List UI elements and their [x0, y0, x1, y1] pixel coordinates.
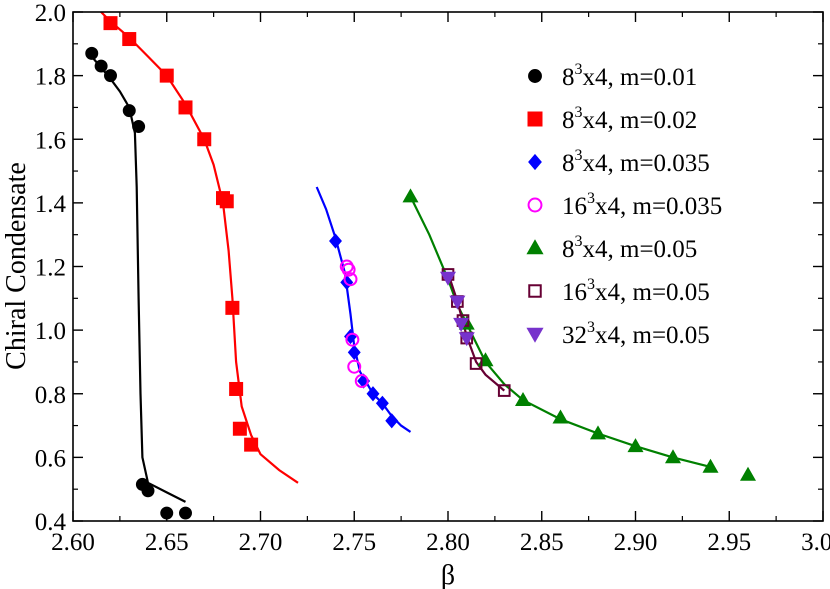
- y-tick-label: 1.8: [35, 64, 66, 91]
- data-point-8-3x4-m-0-035-5: [366, 386, 380, 402]
- x-axis-ticks: 2.60 2.65 2.70 2.75 2.80 2.85 2.90 2.95 3.00: [51, 12, 830, 556]
- fit-curve-8-3x4-m-0-01: [90, 55, 186, 503]
- data-point-8-3x4-m-0-05-5: [589, 425, 607, 440]
- data-markers: [85, 16, 757, 520]
- data-point-16-3x4-m-0-035-4: [347, 359, 362, 374]
- data-point-8-3x4-m-0-035-1: [340, 274, 354, 291]
- data-point-8-3x4-m-0-01-2: [104, 69, 117, 83]
- legend-marker-16-3x4-m-0-05: [528, 284, 542, 298]
- data-point-32-3x4-m-0-05-2: [453, 317, 470, 332]
- data-point-8-3x4-m-0-035-3: [347, 344, 361, 360]
- legend: 83x4, m=0.01 83x4, m=0.02 83x4, m=0.035 163…: [526, 61, 722, 349]
- data-point-8-3x4-m-0-05-3: [514, 391, 532, 406]
- x-tick-label: 2.95: [707, 529, 751, 556]
- data-point-8-3x4-m-0-05-0: [402, 188, 419, 203]
- data-point-8-3x4-m-0-05-6: [627, 438, 644, 453]
- legend-label-8-3x4-m-0-035: 83x4, m=0.035: [562, 147, 710, 177]
- fit-curve-8-3x4-m-0-05: [409, 196, 711, 468]
- data-point-8-3x4-m-0-01-8: [179, 506, 192, 520]
- legend-marker-8-3x4-m-0-035: [528, 153, 542, 171]
- data-point-8-3x4-m-0-02-8: [229, 381, 244, 396]
- data-point-8-3x4-m-0-02-1: [122, 32, 137, 47]
- data-point-8-3x4-m-0-01-3: [122, 104, 136, 118]
- y-tick-label: 1.4: [35, 191, 67, 218]
- data-point-32-3x4-m-0-05-3: [458, 332, 475, 347]
- legend-marker-8-3x4-m-0-01: [528, 69, 542, 83]
- x-tick-label: 2.85: [520, 529, 564, 556]
- y-axis-title: Chiral Condensate: [1, 162, 32, 370]
- legend-marker-32-3x4-m-0-05: [526, 327, 544, 343]
- x-tick-label: 2.75: [332, 529, 376, 556]
- x-tick-label: 2.60: [51, 529, 95, 556]
- data-point-8-3x4-m-0-02-7: [225, 300, 240, 315]
- data-point-8-3x4-m-0-01-6: [141, 484, 155, 498]
- y-tick-label: 1.0: [35, 318, 66, 345]
- data-point-16-3x4-m-0-035-2: [343, 272, 358, 287]
- x-axis-title: β: [441, 560, 455, 589]
- x-tick-label: 2.65: [145, 529, 189, 556]
- x-tick-label: 2.80: [426, 529, 470, 556]
- data-point-8-3x4-m-0-05-4: [552, 409, 569, 424]
- legend-label-32-3x4-m-0-05: 323x4, m=0.05: [562, 319, 710, 349]
- data-point-8-3x4-m-0-01-4: [132, 120, 146, 134]
- legend-marker-8-3x4-m-0-05: [526, 239, 544, 255]
- y-tick-label: 1.6: [35, 127, 66, 154]
- y-axis-ticks: 0.4 0.6 0.8 1.0 1.2 1.4 1.6 1.8 2.0: [35, 0, 823, 536]
- y-tick-label: 0.6: [35, 445, 66, 472]
- data-point-8-3x4-m-0-035-0: [329, 233, 342, 249]
- data-point-32-3x4-m-0-05-0: [439, 271, 457, 286]
- legend-label-16-3x4-m-0-035: 163x4, m=0.035: [562, 190, 722, 220]
- data-point-8-3x4-m-0-01-0: [85, 46, 99, 60]
- legend-label-8-3x4-m-0-01: 83x4, m=0.01: [562, 61, 697, 91]
- data-point-8-3x4-m-0-02-0: [103, 16, 118, 31]
- data-point-8-3x4-m-0-035-6: [375, 395, 389, 411]
- legend-label-8-3x4-m-0-05: 83x4, m=0.05: [562, 233, 697, 263]
- data-point-8-3x4-m-0-02-2: [159, 68, 174, 83]
- x-tick-label: 3.00: [801, 529, 830, 556]
- y-tick-label: 0.4: [35, 509, 67, 536]
- data-point-32-3x4-m-0-05-1: [449, 295, 466, 310]
- x-tick-label: 2.70: [239, 529, 283, 556]
- data-point-16-3x4-m-0-035-3: [345, 332, 360, 347]
- data-point-8-3x4-m-0-02-3: [178, 100, 193, 115]
- y-tick-label: 2.0: [35, 0, 66, 27]
- data-point-8-3x4-m-0-035-7: [385, 413, 399, 429]
- y-tick-label: 1.2: [35, 255, 66, 282]
- data-point-8-3x4-m-0-02-9: [232, 421, 247, 436]
- data-point-16-3x4-m-0-05-5: [497, 384, 511, 397]
- data-point-8-3x4-m-0-02-4: [197, 132, 212, 147]
- data-point-8-3x4-m-0-05-8: [702, 458, 719, 473]
- x-tick-label: 2.90: [614, 529, 658, 556]
- data-point-8-3x4-m-0-02-10: [244, 437, 259, 452]
- data-point-16-3x4-m-0-035-1: [341, 262, 356, 277]
- legend-label-16-3x4-m-0-05: 163x4, m=0.05: [562, 276, 710, 306]
- data-point-8-3x4-m-0-05-9: [739, 466, 757, 481]
- data-point-8-3x4-m-0-01-1: [94, 59, 108, 73]
- data-point-8-3x4-m-0-05-7: [664, 449, 682, 464]
- data-point-16-3x4-m-0-035-5: [354, 374, 369, 389]
- legend-label-8-3x4-m-0-02: 83x4, m=0.02: [562, 104, 697, 134]
- data-point-16-3x4-m-0-05-4: [469, 357, 483, 370]
- legend-marker-8-3x4-m-0-02: [527, 111, 543, 127]
- data-point-8-3x4-m-0-02-6: [219, 194, 234, 209]
- legend-marker-16-3x4-m-0-035: [527, 197, 543, 213]
- y-tick-label: 0.8: [35, 382, 66, 409]
